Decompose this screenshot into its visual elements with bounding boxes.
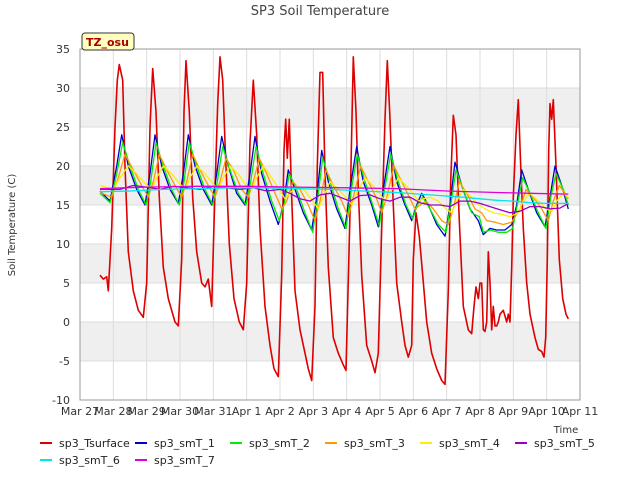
series-line-sp3_smT_5	[100, 184, 569, 214]
x-tick-label: Apr 3	[299, 405, 329, 418]
x-tick-label: Mar 30	[161, 405, 199, 418]
tz-osu-tag: TZ_osu	[81, 32, 135, 51]
legend-label-sp3_smT_5: sp3_smT_5	[534, 437, 595, 450]
legend-label-sp3_smT_3: sp3_smT_3	[344, 437, 405, 450]
x-tick-label: Mar 31	[194, 405, 232, 418]
series-lines	[99, 56, 570, 386]
y-tick-label: -10	[52, 394, 70, 407]
tag-box	[81, 32, 135, 51]
y-tick-label: 0	[63, 316, 70, 329]
series-line-sp3_smT_1	[99, 134, 569, 237]
y-tick-label: 35	[56, 43, 70, 56]
background-band	[80, 322, 580, 361]
legend-label-sp3_Tsurface: sp3_Tsurface	[59, 437, 130, 450]
background-band	[80, 244, 580, 283]
x-tick-label: Apr 10	[528, 405, 565, 418]
plot-frame	[79, 48, 581, 401]
x-tick-label: Apr 5	[365, 405, 395, 418]
x-tick-label: Apr 4	[332, 405, 362, 418]
legend-label-sp3_smT_1: sp3_smT_1	[154, 437, 215, 450]
tag-label: TZ_osu	[86, 36, 129, 49]
x-tick-label: Apr 9	[499, 405, 529, 418]
x-tick-label: Apr 1	[232, 405, 262, 418]
x-tick-label: Apr 11	[562, 405, 599, 418]
legend: sp3_Tsurface sp3_smT_1 sp3_smT_2 sp3_smT_3 s…	[40, 437, 595, 467]
background-band	[80, 88, 580, 127]
x-tick-label: Apr 2	[265, 405, 295, 418]
series-line-sp3_smT_6	[99, 187, 569, 205]
plot-background-bands	[80, 88, 580, 361]
legend-label-sp3_smT_6: sp3_smT_6	[59, 454, 120, 467]
x-axis-label: Time	[553, 425, 578, 436]
chart-title: SP3 Soil Temperature	[251, 4, 389, 19]
y-axis-label: Soil Temperature (C)	[7, 174, 18, 277]
y-tick-label: 20	[56, 160, 70, 173]
x-tick-label: Apr 7	[432, 405, 462, 418]
y-tick-label: 30	[56, 82, 70, 95]
legend-label-sp3_smT_2: sp3_smT_2	[249, 437, 310, 450]
x-tick-label: Mar 29	[128, 405, 166, 418]
y-tick-label: 5	[63, 277, 70, 290]
series-line-sp3_smT_7	[99, 185, 569, 195]
x-tick-label: Apr 6	[399, 405, 429, 418]
y-tick-label: 15	[56, 199, 70, 212]
legend-label-sp3_smT_4: sp3_smT_4	[439, 437, 500, 450]
x-tick-label: Apr 8	[465, 405, 495, 418]
legend-label-sp3_smT_7: sp3_smT_7	[154, 454, 215, 467]
x-tick-label: Mar 28	[94, 405, 132, 418]
y-tick-label: 10	[56, 238, 70, 251]
y-tick-label: 25	[56, 121, 70, 134]
y-tick-label: -5	[59, 355, 70, 368]
x-tick-label: Mar 27	[61, 405, 99, 418]
